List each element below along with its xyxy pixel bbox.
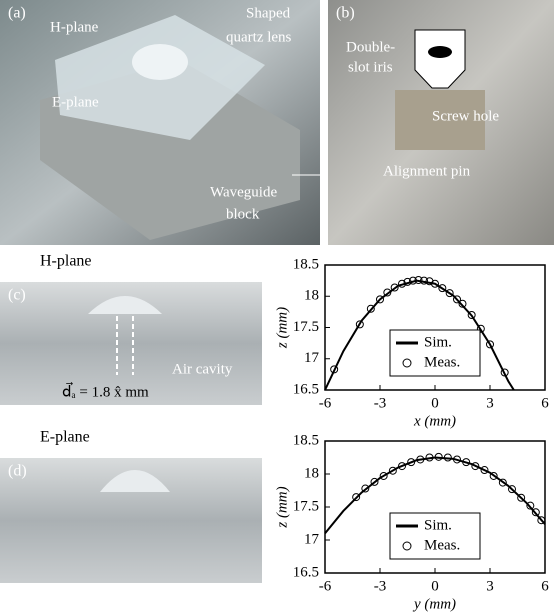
- x-axis-label: x (mm): [413, 413, 456, 429]
- annotation: H-plane: [50, 19, 99, 35]
- y-axis-label: z (mm): [274, 486, 290, 528]
- annotation: Alignment pin: [383, 163, 471, 179]
- x-tick-label: 3: [486, 395, 494, 411]
- y-tick-label: 18: [304, 465, 319, 481]
- heading: H-plane: [40, 253, 92, 270]
- y-tick-label: 17.5: [293, 498, 319, 514]
- legend-label: Sim.: [424, 517, 452, 533]
- x-tick-label: -3: [374, 395, 387, 411]
- panel-label: (b): [336, 5, 355, 22]
- annotation: Air cavity: [172, 361, 233, 377]
- iris-slot: [428, 46, 452, 58]
- heading: E-plane: [40, 429, 90, 446]
- panel-label: (a): [8, 5, 26, 22]
- x-tick-label: 0: [431, 578, 439, 594]
- annotation: Double-: [346, 39, 395, 55]
- x-tick-label: 3: [486, 578, 494, 594]
- legend-label: Sim.: [424, 334, 452, 350]
- y-tick-label: 18.5: [293, 432, 319, 448]
- y-axis-label: z (mm): [274, 307, 290, 349]
- y-tick-label: 17.5: [293, 319, 319, 335]
- annotation: slot iris: [348, 59, 393, 75]
- y-tick-label: 18: [304, 288, 319, 304]
- y-tick-label: 17: [304, 350, 320, 366]
- legend-label: Meas.: [424, 537, 460, 553]
- y-tick-label: 16.5: [293, 381, 319, 397]
- annotation: Waveguide: [210, 184, 277, 200]
- x-tick-label: -6: [319, 395, 332, 411]
- annotation: Screw hole: [432, 108, 499, 124]
- annotation: block: [226, 206, 260, 222]
- x-tick-label: 0: [431, 395, 439, 411]
- x-tick-label: 6: [541, 578, 549, 594]
- legend-label: Meas.: [424, 354, 460, 370]
- panel-label: (d): [8, 463, 27, 480]
- annotation: E-plane: [52, 94, 99, 110]
- y-tick-label: 17: [304, 531, 320, 547]
- panel-label: (c): [8, 287, 26, 304]
- annotation: d⃗ₐ = 1.8 x̂ mm: [62, 382, 149, 401]
- annotation: quartz lens: [226, 29, 292, 45]
- x-axis-label: y (mm): [412, 596, 456, 612]
- y-tick-label: 16.5: [293, 564, 319, 580]
- y-tick-label: 18.5: [293, 256, 319, 272]
- x-tick-label: -6: [319, 578, 332, 594]
- annotation: Shaped: [246, 5, 291, 21]
- lens: [132, 44, 188, 80]
- x-tick-label: 6: [541, 395, 549, 411]
- figure: (a) H-plane Shaped quartz lens E-plane W…: [0, 0, 554, 615]
- x-tick-label: -3: [374, 578, 387, 594]
